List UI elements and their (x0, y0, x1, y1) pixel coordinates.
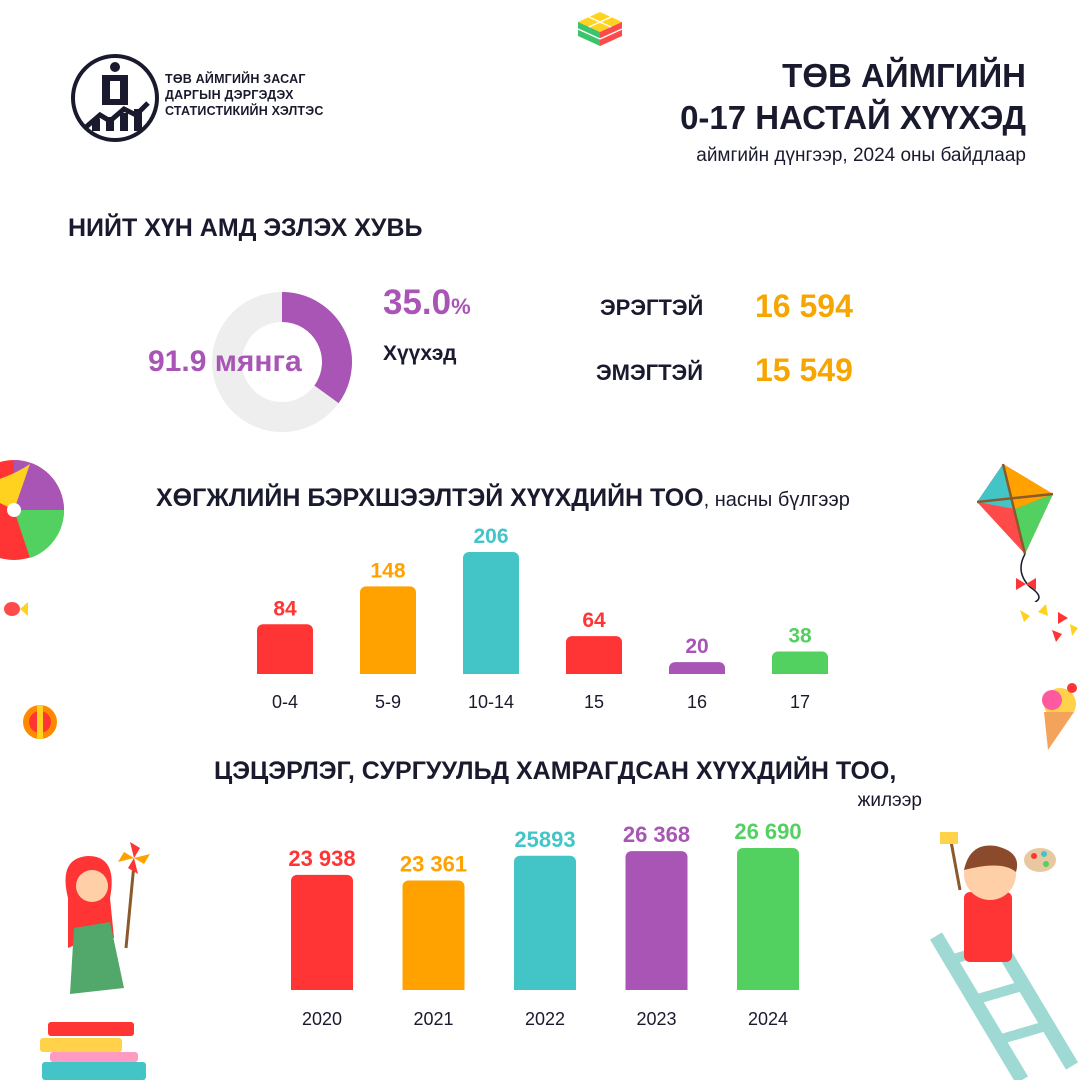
logo-text: ТӨВ АЙМГИЙН ЗАСАГ ДАРГЫН ДЭРГЭДЭХ СТАТИС… (165, 71, 324, 119)
female-label: ЭМЭГТЭЙ (596, 360, 704, 385)
category-tick-label: 15 (584, 692, 604, 712)
bar-value-label: 84 (273, 597, 297, 620)
bar-10-14 (463, 552, 519, 680)
candy-icon (4, 602, 28, 616)
percent-label: Хүүхэд (383, 342, 457, 365)
enrollment-bar-chart: 23 938 2020 23 361 2021 25893 2022 26 368 2023 2… (0, 819, 1080, 1029)
enrollment-heading: ЦЭЦЭРЛЭГ, СУРГУУЛЬД ХАМРАГДСАН ХҮҮХДИЙН … (214, 757, 896, 786)
disability-heading-text: ХӨГЖЛИЙН БЭРХШЭЭЛТЭЙ ХҮҮХДИЙН ТОО (156, 484, 704, 512)
percent-value: 35.0% (383, 283, 471, 323)
yoyo-icon (23, 705, 57, 739)
bar-2023 (625, 851, 688, 996)
bar-2022 (514, 855, 576, 996)
category-tick-label: 2022 (525, 1009, 565, 1029)
category-tick-label: 2021 (413, 1009, 453, 1029)
category-tick-label: 10-14 (468, 692, 514, 712)
bar-value-label: 23 938 (288, 846, 355, 871)
category-tick-label: 16 (687, 692, 707, 712)
female-value: 15 549 (755, 352, 853, 388)
bar-0-4 (257, 624, 313, 680)
bar-value-label: 148 (370, 559, 405, 582)
donut-slice-children (281, 292, 352, 404)
category-tick-label: 2024 (748, 1009, 788, 1029)
bar-value-label: 26 690 (734, 819, 801, 844)
bar-2021 (402, 880, 465, 996)
share-heading: НИЙТ ХҮН АМД ЭЗЛЭХ ХУВЬ (68, 214, 423, 242)
bar-value-label: 64 (582, 609, 606, 632)
donut-total-label: 91.9 мянга (148, 345, 302, 378)
bar-5-9 (360, 586, 416, 680)
bar-value-label: 23 361 (400, 851, 467, 876)
disability-heading: ХӨГЖЛИЙН БЭРХШЭЭЛТЭЙ ХҮҮХДИЙН ТОО, насны… (156, 484, 850, 513)
page-title: ТӨВ АЙМГИЙН 0-17 НАСТАЙ ХҮҮХЭД (680, 55, 1026, 139)
bar-value-label: 25893 (514, 827, 575, 852)
bar-value-label: 206 (473, 525, 508, 548)
books-stack-icon (40, 1022, 146, 1080)
enrollment-heading-text: ЦЭЦЭРЛЭГ, СУРГУУЛЬД ХАМРАГДСАН ХҮҮХДИЙН … (214, 757, 890, 785)
percent-sign: % (451, 294, 471, 319)
disability-heading-suffix: , насны бүлгээр (703, 489, 850, 511)
bar-value-label: 26 368 (623, 822, 690, 847)
male-value: 16 594 (755, 288, 853, 324)
bar-value-label: 20 (685, 635, 708, 658)
category-tick-label: 2023 (636, 1009, 676, 1029)
title-line: 0-17 НАСТАЙ ХҮҮХЭД (680, 99, 1026, 136)
category-tick-label: 2020 (302, 1009, 342, 1029)
logo-emblem-icon (71, 54, 159, 142)
title-line: ТӨВ АЙМГИЙН (782, 57, 1026, 94)
kite-icon (976, 463, 1054, 602)
beach-ball-icon (0, 460, 65, 560)
page-subtitle: аймгийн дүнгээр, 2024 оны байдлаар (696, 145, 1026, 166)
girl-with-pinwheel-illustration (65, 842, 150, 994)
bar-value-label: 38 (788, 624, 812, 647)
male-label: ЭРЭГТЭЙ (600, 295, 704, 320)
disability-bar-chart: 84 0-4 148 5-9 206 10-14 64 15 20 16 38 17 (0, 525, 1080, 712)
ice-cream-icon (1042, 683, 1077, 750)
rubiks-cube-icon (577, 12, 623, 46)
baseline-mask (0, 674, 1080, 682)
kite-ribbon-icon (1016, 578, 1078, 642)
logo-line: ТӨВ АЙМГИЙН ЗАСАГ (165, 72, 306, 86)
category-tick-label: 17 (790, 692, 810, 712)
category-tick-label: 5-9 (375, 692, 401, 712)
enrollment-heading-suffix: , (889, 757, 897, 785)
bar-2024 (737, 848, 799, 996)
category-tick-label: 0-4 (272, 692, 298, 712)
bar-15 (566, 636, 622, 680)
enrollment-subheading: жилээр (857, 790, 922, 811)
percent-number: 35.0 (383, 283, 452, 322)
boy-on-ladder-illustration (930, 832, 1079, 1080)
logo-line: ДАРГЫН ДЭРГЭДЭХ (165, 88, 294, 102)
logo-line: СТАТИСТИКИЙН ХЭЛТЭС (165, 104, 324, 118)
baseline-mask (0, 990, 1080, 998)
bar-2020 (291, 874, 353, 996)
share-donut-chart (212, 292, 352, 432)
bar-17 (772, 651, 828, 680)
